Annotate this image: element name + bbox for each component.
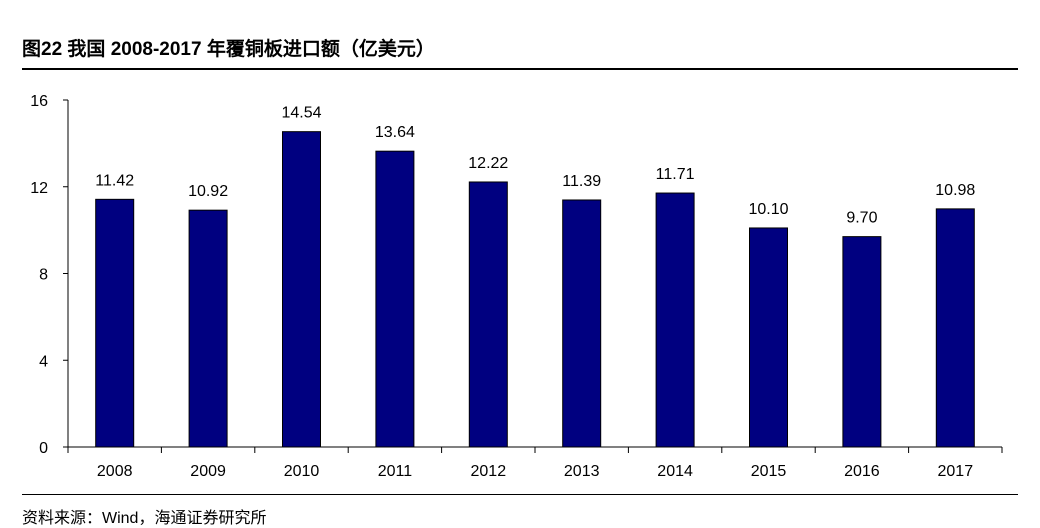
chart-area: 0 4 8 12 16 2008 2009 2010 2011 2012 2013 2014 2015… [0,70,1040,490]
x-tick-label: 2015 [751,463,787,480]
bar [562,199,602,448]
bar [95,198,135,448]
data-labels: 11.42 10.92 14.54 13.64 12.22 11.39 11.71 10.10… [95,105,975,227]
source-note: 资料来源：Wind，海通证券研究所 [22,510,267,527]
y-axis: 0 4 8 12 16 [30,93,69,457]
data-label: 10.10 [748,201,788,218]
x-tick-label: 2011 [378,463,413,480]
data-label: 11.39 [562,173,601,190]
chart-footer: 资料来源：Wind，海通证券研究所 [22,494,1018,528]
bar [842,236,882,448]
x-tick-label: 2017 [938,463,974,480]
y-tick-label: 0 [39,440,48,457]
data-label: 10.92 [188,183,228,200]
data-label: 10.98 [935,182,975,199]
y-tick-label: 16 [30,93,48,110]
y-tick-label: 12 [30,180,48,197]
x-tick-label: 2010 [284,463,320,480]
x-axis: 2008 2009 2010 2011 2012 2013 2014 2015 2016 2017 [67,446,1003,480]
bar-chart: 0 4 8 12 16 2008 2009 2010 2011 2012 2013 2014 2015… [30,93,1003,480]
bar [282,131,321,448]
chart-title: 图22 我国 2008-2017 年覆铜板进口额（亿美元） [22,39,435,60]
y-tick-label: 8 [39,267,48,284]
data-label: 12.22 [468,155,508,172]
bar [935,208,975,448]
bar [655,192,695,448]
x-tick-label: 2012 [471,463,507,480]
x-tick-label: 2009 [190,463,226,480]
chart-header: 图22 我国 2008-2017 年覆铜板进口额（亿美元） [22,0,1018,70]
x-tick-label: 2014 [657,463,693,480]
bar [375,150,415,448]
bar [749,227,788,448]
data-label: 9.70 [846,210,877,227]
x-tick-label: 2013 [564,463,600,480]
data-label: 11.42 [95,172,134,189]
y-tick-label: 4 [39,353,48,370]
x-tick-label: 2016 [844,463,880,480]
x-tick-label: 2008 [97,463,133,480]
bar-series [95,131,975,448]
data-label: 11.71 [656,166,695,183]
data-label: 13.64 [375,124,415,141]
bar [468,181,508,448]
data-label: 14.54 [281,105,321,122]
bar [188,209,228,448]
